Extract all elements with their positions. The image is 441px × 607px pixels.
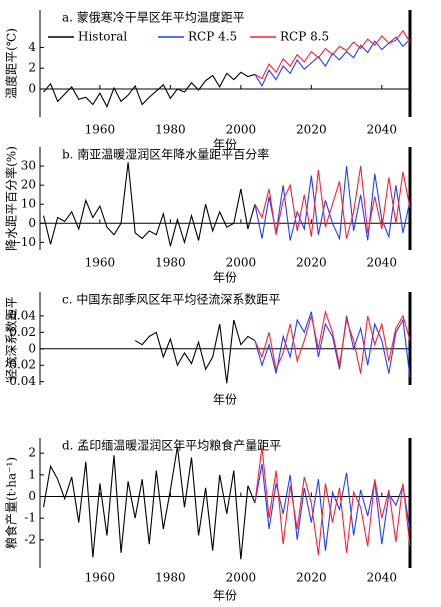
y-tick-label: -1 [24, 511, 36, 525]
y-tick-label: 2 [28, 446, 36, 460]
legend-label: Historal [78, 30, 127, 44]
y-axis-label: 降水距平百分率(%) [4, 146, 19, 251]
y-tick-label: 1 [28, 467, 36, 481]
x-axis-label: 年份 [213, 393, 237, 407]
x-axis-label: 年份 [213, 271, 237, 285]
x-tick-label: 2040 [367, 256, 398, 270]
x-tick-label: 1960 [85, 123, 116, 137]
y-axis-label: 径流深系数距平 [4, 296, 19, 380]
series-line [254, 29, 411, 80]
series-line [254, 446, 411, 556]
y-tick-label: -2 [24, 532, 36, 546]
y-tick-label: 10 [21, 197, 36, 211]
series-line [254, 463, 411, 551]
series-line [254, 309, 411, 374]
x-tick-label: 2000 [226, 571, 257, 585]
panel-title: d. 孟印缅温暖湿润区年平均粮食产量距平 [62, 438, 281, 453]
y-tick-label: 4 [28, 40, 36, 54]
y-tick-label: 0.04 [9, 308, 36, 322]
legend-label: RCP 8.5 [280, 30, 329, 44]
y-tick-label: 20 [21, 178, 36, 192]
x-tick-label: 1980 [155, 256, 186, 270]
x-tick-label: 1980 [155, 123, 186, 137]
x-tick-label: 2040 [367, 123, 398, 137]
series-line [43, 71, 256, 108]
panel-title: c. 中国东部季风区年平均径流深系数距平 [62, 292, 280, 307]
series-line [42, 446, 256, 560]
series-line [254, 36, 411, 87]
series-line [254, 311, 411, 378]
x-tick-label: 2020 [296, 123, 327, 137]
y-tick-label: 0 [28, 489, 36, 503]
x-tick-label: 2000 [226, 123, 257, 137]
y-tick-label: -0.04 [5, 374, 36, 388]
y-tick-label: 0 [28, 216, 36, 230]
y-tick-label: 0 [28, 81, 36, 95]
x-tick-label: 2020 [296, 571, 327, 585]
y-axis-label: 温度距平(℃) [4, 28, 19, 99]
y-tick-label: -10 [17, 235, 36, 249]
x-tick-label: 1980 [155, 571, 186, 585]
y-tick-label: 30 [21, 159, 36, 173]
y-tick-label: 0 [28, 341, 36, 355]
x-tick-label: 1960 [85, 571, 116, 585]
series-line [134, 319, 256, 384]
series-line [42, 162, 256, 247]
y-tick-label: 0.02 [9, 325, 36, 339]
series-line [254, 165, 411, 239]
y-tick-label: -0.02 [5, 358, 36, 372]
legend-label: RCP 4.5 [188, 30, 237, 44]
y-axis-label: 粮食产量(t·ha⁻¹) [4, 457, 19, 549]
series-line [254, 166, 411, 241]
x-tick-label: 1960 [85, 256, 116, 270]
panel-title: a. 蒙俄寒冷干旱区年平均温度距平 [62, 10, 245, 25]
x-tick-label: 2020 [296, 256, 327, 270]
y-tick-label: 2 [28, 61, 36, 75]
x-axis-label: 年份 [213, 138, 237, 152]
x-axis-label: 年份 [213, 589, 237, 603]
x-tick-label: 2040 [367, 571, 398, 585]
x-tick-label: 2000 [226, 256, 257, 270]
panel-title: b. 南亚温暖湿润区年降水量距平百分率 [62, 147, 269, 162]
